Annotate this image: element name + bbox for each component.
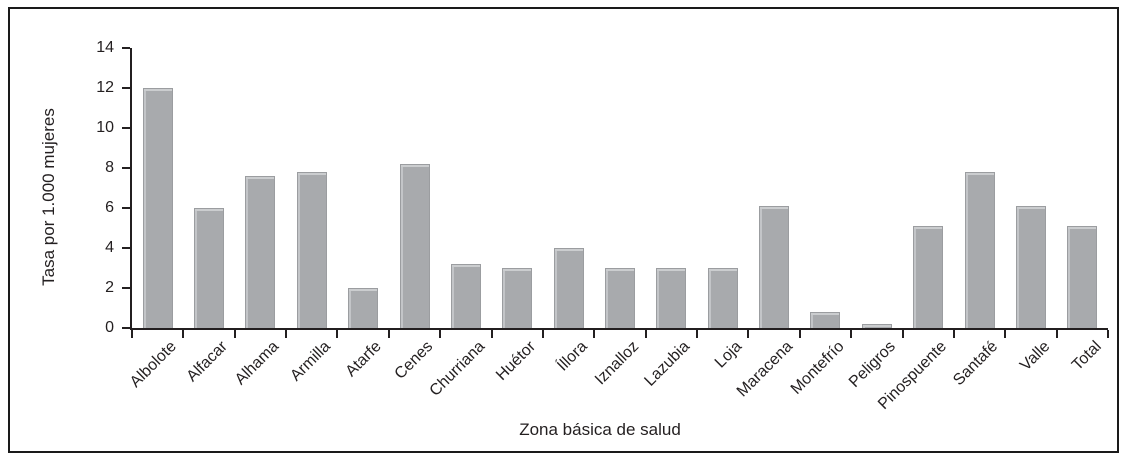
bar-alhama xyxy=(245,176,276,328)
x-category-label-atarfe: Atarfe xyxy=(342,338,386,381)
x-category-label-churriana: Churriana xyxy=(426,338,488,400)
bar-alfacar xyxy=(194,208,225,328)
x-category-label-alhama: Alhama xyxy=(232,338,283,389)
y-tick xyxy=(122,167,130,169)
y-tick-label: 14 xyxy=(96,39,114,56)
y-tick-label: 12 xyxy=(96,79,114,96)
y-axis-title: Tasa por 1.000 mujeres xyxy=(39,108,58,286)
x-category-label-cenes: Cenes xyxy=(391,338,437,383)
x-category-label-loja: Loja xyxy=(711,338,745,372)
y-tick-label: 2 xyxy=(105,279,114,296)
bar-valle xyxy=(1015,206,1046,328)
y-tick xyxy=(122,287,130,289)
x-category-label-armilla: Armilla xyxy=(287,338,334,385)
x-tick xyxy=(285,330,288,338)
x-axis-title: Zona básica de salud xyxy=(519,420,681,439)
x-tick xyxy=(541,330,544,338)
x-tick xyxy=(387,330,390,338)
bar-loja xyxy=(707,268,738,328)
bar-santafe xyxy=(964,172,995,328)
bar-montefrio xyxy=(810,312,841,328)
x-category-label-santafe: Santafé xyxy=(950,338,1002,390)
y-tick xyxy=(122,327,130,329)
bar-churriana xyxy=(450,264,481,328)
bar-huetor xyxy=(502,268,533,328)
bar-armilla xyxy=(296,172,327,328)
y-tick xyxy=(122,247,130,249)
x-tick xyxy=(952,330,955,338)
y-tick-label: 6 xyxy=(105,199,114,216)
x-category-label-iznalloz: Iznalloz xyxy=(591,338,643,389)
y-tick-label: 0 xyxy=(105,319,114,336)
x-tick xyxy=(696,330,699,338)
x-tick xyxy=(182,330,185,338)
x-tick xyxy=(439,330,442,338)
x-category-label-lazubia: Lazubia xyxy=(641,338,694,390)
x-tick xyxy=(644,330,647,338)
x-category-label-valle: Valle xyxy=(1016,338,1053,375)
x-tick xyxy=(131,330,133,338)
x-tick xyxy=(233,330,236,338)
bar-iznalloz xyxy=(605,268,635,328)
x-tick xyxy=(747,330,750,338)
y-tick-label: 10 xyxy=(96,119,114,136)
y-tick xyxy=(122,47,130,49)
y-tick xyxy=(122,127,130,129)
y-tick-label: 4 xyxy=(105,239,114,256)
x-tick xyxy=(1004,330,1007,338)
bar-peligros xyxy=(861,324,892,328)
y-tick xyxy=(122,207,130,209)
x-category-label-alfacar: Alfacar xyxy=(183,338,232,386)
x-tick xyxy=(850,330,853,338)
x-category-label-illora: Íllora xyxy=(554,338,591,375)
x-tick xyxy=(798,330,801,338)
x-tick xyxy=(490,330,493,338)
bar-maracena xyxy=(759,206,790,328)
x-category-label-montefrio: Montefrío xyxy=(787,338,848,398)
x-category-label-albolote: Albolote xyxy=(126,338,180,391)
x-tick xyxy=(1055,330,1058,338)
bar-pinospuente xyxy=(913,226,944,328)
bar-total xyxy=(1067,226,1098,328)
bar-cenes xyxy=(399,164,430,328)
bar-illora xyxy=(553,248,584,328)
bar-atarfe xyxy=(348,288,379,328)
y-tick xyxy=(122,87,130,89)
y-tick-label: 8 xyxy=(105,159,114,176)
x-tick xyxy=(1107,330,1109,338)
x-category-label-huetor: Huétor xyxy=(493,338,540,384)
x-tick xyxy=(901,330,904,338)
bar-albolote xyxy=(142,88,173,328)
plot-area: 0 2 4 6 8 10 12 14 xyxy=(96,39,1109,338)
bar-lazubia xyxy=(656,268,687,328)
x-category-label-total: Total xyxy=(1068,338,1105,374)
x-tick xyxy=(336,330,339,338)
x-tick xyxy=(593,330,596,338)
